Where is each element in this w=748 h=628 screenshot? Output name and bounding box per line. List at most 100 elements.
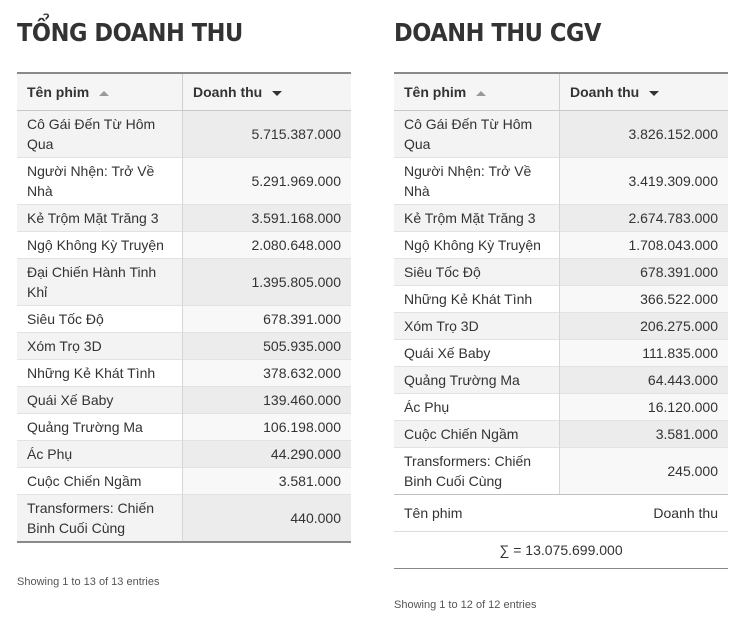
table-row: Những Kẻ Khát Tình 378.632.000: [17, 359, 351, 387]
revenue-cell: 5.715.387.000: [182, 110, 351, 158]
revenue-cell: 64.443.000: [559, 366, 728, 394]
table-row: Kẻ Trộm Mặt Trăng 3 3.591.168.000: [17, 204, 351, 232]
sort-desc-icon: [272, 90, 283, 96]
film-name-cell: Quảng Trường Ma: [17, 413, 183, 441]
table-row: Cuộc Chiến Ngầm 3.581.000: [17, 467, 351, 495]
film-name-cell: Ngộ Không Kỳ Truyện: [394, 231, 560, 259]
revenue-cell: 3.419.309.000: [559, 157, 728, 205]
table-header-row: Tên phim Doanh thu: [17, 72, 351, 111]
table-row: Transformers: Chiến Binh Cuối Cùng 245.00…: [394, 447, 728, 495]
sort-desc-icon: [649, 90, 660, 96]
table-row: Ác Phụ 16.120.000: [394, 393, 728, 421]
film-name-cell: Kẻ Trộm Mặt Trăng 3: [394, 204, 560, 232]
column-header-film-name[interactable]: Tên phim: [394, 72, 560, 111]
film-name-cell: Cô Gái Đến Từ Hôm Qua: [17, 110, 183, 158]
film-name-cell: Transformers: Chiến Binh Cuối Cùng: [394, 447, 560, 495]
revenue-cell: 2.674.783.000: [559, 204, 728, 232]
revenue-cell: 106.198.000: [182, 413, 351, 441]
column-header-label: Tên phim: [27, 84, 90, 100]
revenue-cell: 1.708.043.000: [559, 231, 728, 259]
table-row: Transformers: Chiến Binh Cuối Cùng 440.00…: [17, 494, 351, 543]
column-header-revenue[interactable]: Doanh thu: [182, 72, 351, 111]
revenue-cell: 5.291.969.000: [182, 157, 351, 205]
revenue-cell: 378.632.000: [182, 359, 351, 387]
footer-revenue-label: Doanh thu: [653, 505, 718, 521]
film-name-cell: Cuộc Chiến Ngầm: [17, 467, 183, 495]
table-info-text: Showing 1 to 13 of 13 entries: [17, 576, 160, 588]
table-row: Ngộ Không Kỳ Truyện 2.080.648.000: [17, 231, 351, 259]
revenue-cell: 2.080.648.000: [182, 231, 351, 259]
table-info-text: Showing 1 to 12 of 12 entries: [394, 599, 537, 611]
film-name-cell: Quái Xế Baby: [17, 386, 183, 414]
table-header-row: Tên phim Doanh thu: [394, 72, 728, 111]
revenue-cell: 245.000: [559, 447, 728, 495]
revenue-cell: 3.581.000: [559, 420, 728, 448]
table-row: Quái Xế Baby 139.460.000: [17, 386, 351, 414]
column-header-label: Doanh thu: [193, 84, 263, 100]
revenue-cell: 678.391.000: [559, 258, 728, 286]
revenue-cell: 206.275.000: [559, 312, 728, 340]
table-row: Những Kẻ Khát Tình 366.522.000: [394, 285, 728, 313]
film-name-cell: Quái Xế Baby: [394, 339, 560, 367]
film-name-cell: Đại Chiến Hành Tinh Khỉ: [17, 258, 183, 306]
table-row: Cô Gái Đến Từ Hôm Qua 5.715.387.000: [17, 110, 351, 158]
film-name-cell: Người Nhện: Trở Về Nhà: [394, 157, 560, 205]
column-header-label: Tên phim: [404, 84, 467, 100]
revenue-cell: 440.000: [182, 494, 351, 543]
revenue-cell: 3.591.168.000: [182, 204, 351, 232]
revenue-cell: 44.290.000: [182, 440, 351, 468]
column-header-revenue[interactable]: Doanh thu: [559, 72, 728, 111]
table-row: Kẻ Trộm Mặt Trăng 3 2.674.783.000: [394, 204, 728, 232]
film-name-cell: Ác Phụ: [394, 393, 560, 421]
film-name-cell: Siêu Tốc Độ: [17, 305, 183, 333]
table-row: Quái Xế Baby 111.835.000: [394, 339, 728, 367]
table-row: Ngộ Không Kỳ Truyện 1.708.043.000: [394, 231, 728, 259]
film-name-cell: Siêu Tốc Độ: [394, 258, 560, 286]
revenue-cell: 678.391.000: [182, 305, 351, 333]
revenue-total: ∑ = 13.075.699.000: [394, 531, 728, 569]
column-header-film-name[interactable]: Tên phim: [17, 72, 183, 111]
film-name-cell: Kẻ Trộm Mặt Trăng 3: [17, 204, 183, 232]
revenue-cell: 1.395.805.000: [182, 258, 351, 306]
table-row: Cô Gái Đến Từ Hôm Qua 3.826.152.000: [394, 110, 728, 158]
table-row: Người Nhện: Trở Về Nhà 5.291.969.000: [17, 157, 351, 205]
table-row: Xóm Trọ 3D 206.275.000: [394, 312, 728, 340]
table-row: Ác Phụ 44.290.000: [17, 440, 351, 468]
film-name-cell: Xóm Trọ 3D: [394, 312, 560, 340]
table-row: Siêu Tốc Độ 678.391.000: [394, 258, 728, 286]
revenue-cell: 3.826.152.000: [559, 110, 728, 158]
film-name-cell: Những Kẻ Khát Tình: [17, 359, 183, 387]
footer-film-name-label: Tên phim: [404, 505, 463, 521]
total-revenue-table: Tên phim Doanh thu Cô Gái Đến Từ Hôm Qua…: [17, 72, 351, 543]
table-total-row: ∑ = 13.075.699.000: [394, 531, 728, 569]
revenue-cell: 366.522.000: [559, 285, 728, 313]
film-name-cell: Ác Phụ: [17, 440, 183, 468]
revenue-cell: 16.120.000: [559, 393, 728, 421]
film-name-cell: Người Nhện: Trở Về Nhà: [17, 157, 183, 205]
revenue-cell: 139.460.000: [182, 386, 351, 414]
cgv-revenue-table: Tên phim Doanh thu Cô Gái Đến Từ Hôm Qua…: [394, 72, 728, 569]
film-name-cell: Cuộc Chiến Ngầm: [394, 420, 560, 448]
table-row: Người Nhện: Trở Về Nhà 3.419.309.000: [394, 157, 728, 205]
sort-asc-icon: [99, 90, 110, 96]
total-revenue-title: TỔNG DOANH THU: [17, 18, 243, 47]
revenue-cell: 111.835.000: [559, 339, 728, 367]
table-row: Cuộc Chiến Ngầm 3.581.000: [394, 420, 728, 448]
cgv-revenue-title: DOANH THU CGV: [394, 18, 601, 47]
table-row: Đại Chiến Hành Tinh Khỉ 1.395.805.000: [17, 258, 351, 306]
film-name-cell: Cô Gái Đến Từ Hôm Qua: [394, 110, 560, 158]
table-row: Xóm Trọ 3D 505.935.000: [17, 332, 351, 360]
film-name-cell: Quảng Trường Ma: [394, 366, 560, 394]
film-name-cell: Ngộ Không Kỳ Truyện: [17, 231, 183, 259]
revenue-cell: 3.581.000: [182, 467, 351, 495]
table-row: Quảng Trường Ma 64.443.000: [394, 366, 728, 394]
film-name-cell: Transformers: Chiến Binh Cuối Cùng: [17, 494, 183, 543]
table-row: Quảng Trường Ma 106.198.000: [17, 413, 351, 441]
film-name-cell: Xóm Trọ 3D: [17, 332, 183, 360]
table-row: Siêu Tốc Độ 678.391.000: [17, 305, 351, 333]
column-header-label: Doanh thu: [570, 84, 640, 100]
film-name-cell: Những Kẻ Khát Tình: [394, 285, 560, 313]
sort-asc-icon: [476, 90, 487, 96]
revenue-cell: 505.935.000: [182, 332, 351, 360]
table-footer-row: Tên phim Doanh thu: [394, 495, 728, 532]
